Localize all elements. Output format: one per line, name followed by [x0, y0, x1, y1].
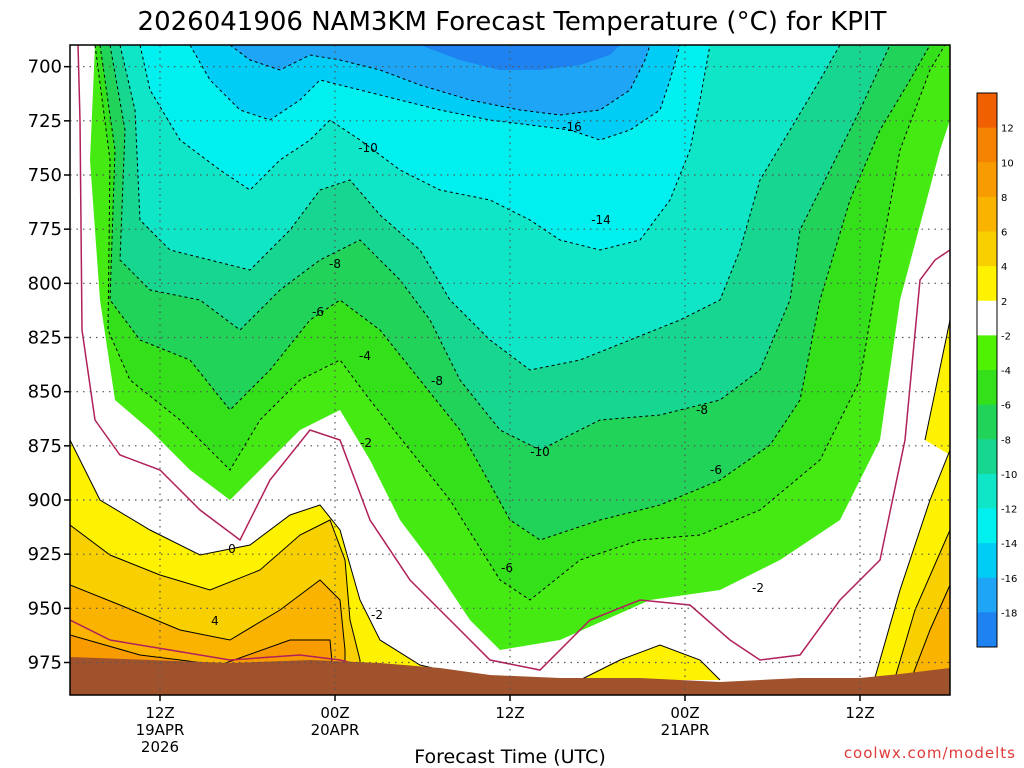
contour-label: -4 [359, 349, 371, 363]
colorbar-swatch [977, 231, 997, 267]
colorbar-frame [976, 92, 998, 648]
contour-label: -6 [312, 305, 324, 319]
colorbar-swatch [977, 93, 997, 129]
y-tick-label: 725 [28, 111, 62, 132]
colorbar-label: 6 [1001, 228, 1007, 239]
contour-line [119, 45, 841, 371]
x-tick-label: 00Z [320, 704, 349, 722]
colorbar-swatch [977, 577, 997, 613]
x-tick-label: 12Z [845, 704, 874, 722]
colorbar-swatch [977, 404, 997, 440]
contour-label: -16 [562, 120, 582, 134]
colorbar-swatch [977, 335, 997, 371]
contour-label: -6 [710, 463, 722, 477]
colorbar-swatch [977, 196, 997, 232]
contour-line [579, 644, 721, 681]
contours-warm [70, 319, 950, 695]
contour-labels: -16-14-10-10-8-8-8-6-6-6-4-2-2-204-6 [211, 120, 764, 628]
contour-line [94, 45, 946, 601]
contour-line [70, 439, 461, 695]
colorbar-label: -10 [1001, 470, 1017, 481]
y-tick-label: 950 [28, 598, 62, 619]
contour-label: -8 [696, 403, 708, 417]
y-axis: 700 725 750 775 800 825 850 875 900 925 950 975 [28, 57, 70, 674]
x-axis-label: Forecast Time (UTC) [414, 746, 605, 768]
contour-line [109, 45, 891, 451]
fill-orange-right [905, 585, 950, 695]
colorbar-label: -2 [1001, 331, 1011, 342]
colorbar: 12 10 8 6 4 2 -2 -4 -6 -8 -10 -12 -14 -16 -18 [976, 92, 1017, 648]
colorbar-swatch [977, 508, 997, 544]
contour-line [189, 45, 681, 141]
colorbar-swatch [977, 543, 997, 579]
colorbar-swatch [977, 439, 997, 475]
colorbar-label: 12 [1001, 124, 1014, 135]
y-tick-label: 825 [28, 328, 62, 349]
y-tick-label: 925 [28, 544, 62, 565]
contour-line [869, 449, 950, 695]
contour-line [70, 579, 346, 695]
y-tick-label: 800 [28, 273, 62, 294]
colorbar-swatch [977, 612, 997, 648]
colorbar-label: -4 [1001, 366, 1011, 377]
colorbar-swatch [977, 370, 997, 406]
colorbar-label: 4 [1001, 262, 1007, 273]
x-tick-label: 12Z [145, 704, 174, 722]
fill-yellow-bump [580, 645, 720, 680]
fill-yellow-right2 [925, 320, 950, 455]
chart-title: 2026041906 NAM3KM Forecast Temperature (… [138, 7, 887, 37]
x-tick-label: 21APR [661, 721, 710, 739]
y-tick-label: 750 [28, 165, 62, 186]
colorbar-label: -12 [1001, 505, 1017, 516]
y-tick-label: 900 [28, 490, 62, 511]
colorbar-label: -14 [1001, 539, 1017, 550]
fill-g-20 [420, 45, 620, 70]
contour-label: 4 [211, 614, 219, 628]
x-tick-label: 19APR [136, 721, 185, 739]
grid [70, 45, 950, 695]
contour-label: -6 [501, 561, 513, 575]
colorbar-label: -8 [1001, 435, 1011, 446]
y-tick-label: 850 [28, 382, 62, 403]
colorbar-swatch [977, 300, 997, 336]
contour-line [70, 519, 361, 695]
contour-line [889, 529, 950, 695]
y-tick-label: 775 [28, 219, 62, 240]
contour-label: -2 [752, 581, 764, 595]
contour-label: -8 [431, 374, 443, 388]
colorbar-swatch [977, 127, 997, 163]
credit-link[interactable]: coolwx.com/modelts [844, 744, 1016, 762]
contour-label: -2 [371, 608, 383, 622]
y-tick-label: 875 [28, 436, 62, 457]
colorbar-swatch [977, 266, 997, 302]
colorbar-label: -6 [1001, 401, 1011, 412]
freezing-line [77, 45, 950, 671]
x-tick-label: 12Z [495, 704, 524, 722]
contour-line [70, 634, 336, 695]
colorbar-label: 8 [1001, 193, 1007, 204]
contour-line [229, 45, 651, 116]
colorbar-label: -16 [1001, 574, 1017, 585]
contour-line [924, 319, 950, 441]
contour-label: -10 [358, 141, 378, 155]
y-tick-label: 700 [28, 57, 62, 78]
colorbar-swatch [977, 162, 997, 198]
colorbar-label: -18 [1001, 608, 1017, 619]
x-tick-label: 20APR [311, 721, 360, 739]
x-tick-label: 00Z [670, 704, 699, 722]
contour-label: -10 [530, 445, 550, 459]
contour-label: 0 [228, 542, 236, 556]
colorbar-label: 10 [1001, 158, 1014, 169]
y-tick-label: 975 [28, 653, 62, 674]
colorbar-swatch [977, 473, 997, 509]
colorbar-label: 2 [1001, 297, 1007, 308]
x-tick-label: 2026 [141, 738, 179, 756]
contour-label: -2 [360, 436, 372, 450]
plot-area [70, 45, 950, 695]
contour-label: -8 [329, 257, 341, 271]
contour-label: -14 [591, 213, 611, 227]
